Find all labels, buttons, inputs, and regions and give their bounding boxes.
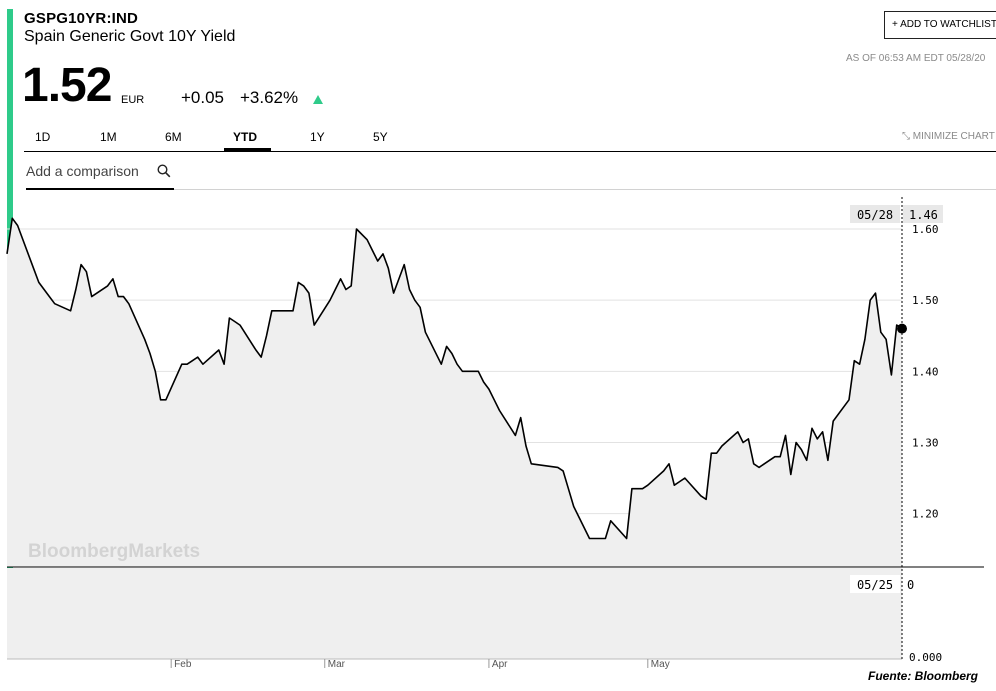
divider xyxy=(174,189,996,190)
svg-text:1.46: 1.46 xyxy=(909,208,938,222)
svg-text:0: 0 xyxy=(907,578,914,592)
security-name: Spain Generic Govt 10Y Yield xyxy=(24,28,236,45)
ticker-symbol: GSPG10YR:IND xyxy=(24,10,139,27)
comparison-placeholder: Add a comparison xyxy=(26,163,139,179)
active-tab-indicator xyxy=(224,148,271,151)
y-tick-label: 1.30 xyxy=(912,436,939,449)
change-percent: +3.62% xyxy=(240,88,299,107)
tab-1y[interactable]: 1Y xyxy=(310,130,325,144)
add-to-watchlist-button[interactable]: + ADD TO WATCHLIST xyxy=(884,11,996,39)
y-tick-label: 1.20 xyxy=(912,508,939,521)
search-icon xyxy=(157,164,171,178)
minimize-icon: ⤡ xyxy=(902,131,910,142)
tab-ytd[interactable]: YTD xyxy=(233,130,257,144)
lower-value-label: 0 xyxy=(903,575,919,593)
source-note: Fuente: Bloomberg xyxy=(868,669,978,683)
tab-6m[interactable]: 6M xyxy=(165,130,182,144)
tab-1d[interactable]: 1D xyxy=(35,130,51,144)
lower-panel xyxy=(7,568,902,659)
series-area xyxy=(7,218,902,568)
tab-5y[interactable]: 5Y xyxy=(373,130,388,144)
watermark: BloombergMarkets xyxy=(28,541,200,562)
tab-1m[interactable]: 1M xyxy=(100,130,117,144)
x-tick-label: Mar xyxy=(328,659,346,670)
svg-text:05/25: 05/25 xyxy=(857,578,893,592)
lower-axis-label: 0.000 xyxy=(909,651,942,664)
svg-text:05/28: 05/28 xyxy=(857,208,893,222)
lower-date-label: 05/25 xyxy=(850,575,900,593)
x-tick-label: Feb xyxy=(174,659,192,670)
currency-label: EUR xyxy=(121,94,145,106)
minimize-label: MINIMIZE CHART xyxy=(912,131,995,142)
crosshair-date-label: 05/28 xyxy=(850,205,900,223)
x-tick-label: May xyxy=(651,659,670,670)
as-of-timestamp: AS OF 06:53 AM EDT 05/28/20 xyxy=(846,53,986,64)
comparison-input[interactable]: Add a comparison xyxy=(26,160,174,190)
series-line xyxy=(6,217,903,540)
minimize-chart-button[interactable]: ⤡ MINIMIZE CHART xyxy=(902,131,995,142)
y-tick-label: 1.40 xyxy=(912,365,939,378)
up-arrow-icon xyxy=(313,95,323,104)
change-value: +0.05 xyxy=(181,88,225,107)
x-tick-label: Apr xyxy=(492,659,508,670)
crosshair-point xyxy=(897,323,907,334)
y-tick-label: 1.50 xyxy=(912,294,939,307)
y-tick-label: 1.60 xyxy=(912,223,939,236)
price-value: 1.52 xyxy=(22,59,112,112)
range-tabs: 1D 1M 6M YTD 1Y 5Y xyxy=(24,128,996,152)
crosshair-value-label: 1.46 xyxy=(903,205,943,223)
